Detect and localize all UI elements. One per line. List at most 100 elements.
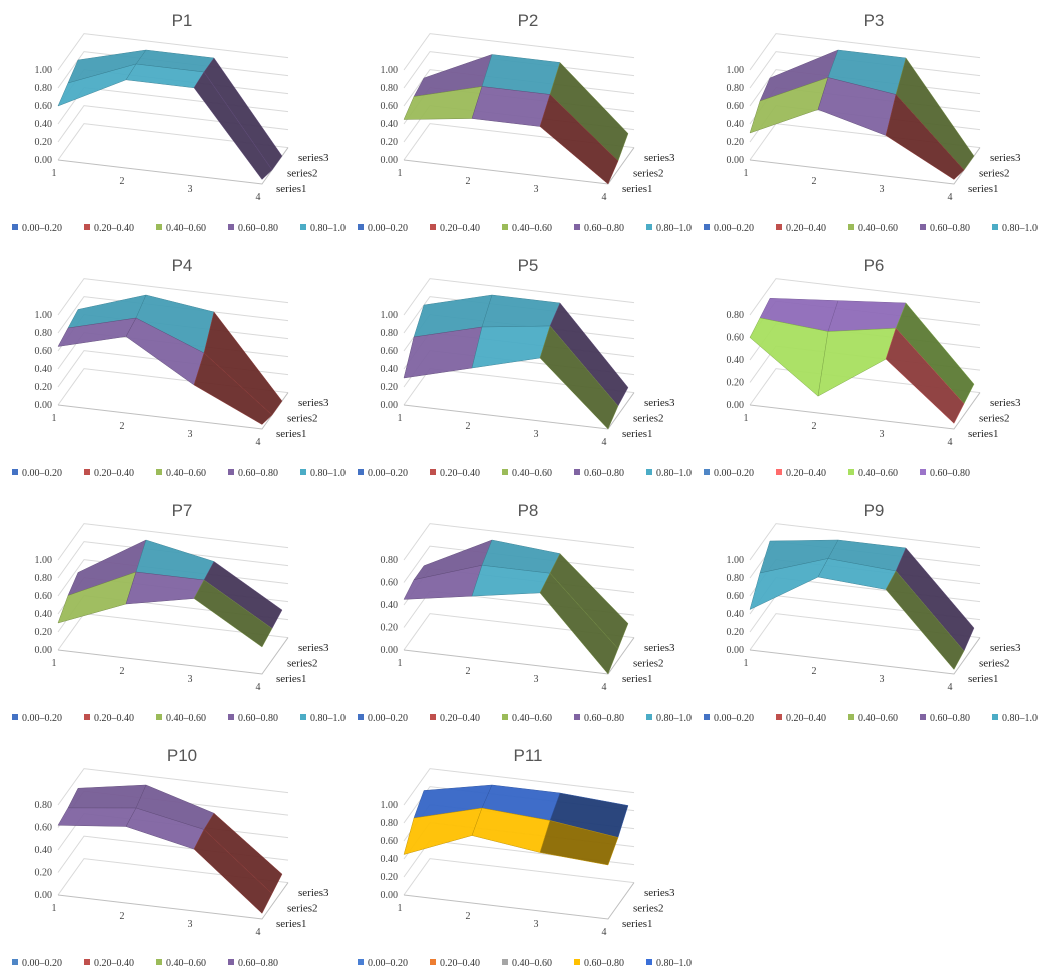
x-tick-label: 3 [880,429,885,440]
legend: 0.00–0.20 0.20–0.40 0.40–0.60 0.60–0.80 0.80… [12,223,346,234]
legend: 0.00–0.20 0.20–0.40 0.40–0.60 0.60–0.80 0.80… [12,468,346,479]
x-tick-label: 1 [744,658,749,669]
legend-swatch [156,469,162,475]
y-tick-label: 0.00 [727,645,745,656]
legend-swatch [848,469,854,475]
y-tick-label: 0.80 [35,800,53,811]
y-tick-label: 0.80 [35,83,53,94]
x-tick-label: 2 [120,666,125,677]
legend-swatch [574,469,580,475]
series-label: series3 [298,887,329,899]
legend-swatch [574,714,580,720]
surface [403,784,629,866]
x-tick-label: 3 [534,429,539,440]
x-tick-label: 1 [744,168,749,179]
gridline [403,33,635,71]
x-tick-label: 2 [466,911,471,922]
y-tick-label: 1.00 [381,310,399,321]
legend-swatch [574,224,580,230]
series-label: series3 [644,397,675,409]
surface-patch [827,300,907,332]
series-label: series3 [990,152,1021,164]
legend-label: 0.00–0.20 [714,468,754,479]
y-tick-label: 0.40 [35,364,53,375]
legend-swatch [84,224,90,230]
surface [403,54,629,185]
series-label: series1 [622,918,653,930]
gridline [403,858,635,896]
chart-title: P7 [172,501,193,520]
legend-swatch [12,714,18,720]
series-label: series2 [287,168,318,180]
gridline [57,768,289,806]
legend-swatch [358,224,364,230]
surface-patch [539,572,619,675]
y-tick-label: 0.80 [381,818,399,829]
y-tick-label: 0.20 [35,868,53,879]
y-tick-label: 0.40 [381,600,399,611]
x-tick-label: 4 [948,437,953,448]
x-tick-label: 2 [120,911,125,922]
y-tick-label: 0.60 [381,346,399,357]
chart-panel-p1: P1 0.00 0.20 0.40 0.60 0.80 1.00 1 2 3 4 series1 ser… [0,0,346,240]
y-tick-label: 0.80 [35,328,53,339]
gridline [57,523,289,561]
y-tick-label: 1.00 [381,65,399,76]
series-label: series3 [298,642,329,654]
legend-swatch [358,959,364,965]
chart-title: P9 [864,501,885,520]
y-tick-label: 0.00 [381,400,399,411]
y-tick-label: 0.00 [35,645,53,656]
series-label: series1 [622,673,653,685]
y-tick-label: 0.80 [381,555,399,566]
chart-panel-p4: P4 0.00 0.20 0.40 0.60 0.80 1.00 1 2 3 4 series1 ser… [0,245,346,485]
y-tick-label: 1.00 [35,310,53,321]
legend: 0.00–0.20 0.20–0.40 0.40–0.60 0.60–0.80 [704,468,970,479]
legend-label: 0.60–0.80 [930,468,970,479]
legend-swatch [84,469,90,475]
y-tick-label: 0.40 [381,119,399,130]
legend-swatch [776,224,782,230]
y-tick-label: 0.60 [727,333,745,344]
legend-swatch [12,469,18,475]
legend-swatch [358,469,364,475]
surface-patch [749,317,829,397]
legend-label: 0.60–0.80 [238,713,278,724]
legend-swatch [920,224,926,230]
legend-label: 0.40–0.60 [858,468,898,479]
chart-title: P11 [514,746,543,765]
surface-patch [539,820,619,866]
x-tick-label: 2 [812,666,817,677]
y-tick-label: 0.60 [727,101,745,112]
x-tick-label: 1 [398,168,403,179]
chart-svg: P4 0.00 0.20 0.40 0.60 0.80 1.00 1 2 3 4 series1 ser… [12,256,346,479]
chart-svg: P1 0.00 0.20 0.40 0.60 0.80 1.00 1 2 3 4 series1 ser… [12,11,346,234]
chart-svg: P2 0.00 0.20 0.40 0.60 0.80 1.00 1 2 3 4 series1 ser… [358,11,692,234]
y-tick-label: 0.80 [35,573,53,584]
chart-panel-p9: P9 0.00 0.20 0.40 0.60 0.80 1.00 1 2 3 4 series1 ser… [692,490,1038,730]
x-tick-label: 4 [256,927,261,938]
chart-svg: P8 0.00 0.20 0.40 0.60 0.80 1 2 3 4 series1 series2… [358,501,692,724]
series-label: series2 [633,658,664,670]
legend-label: 0.40–0.60 [166,958,206,969]
y-tick-label: 0.20 [35,137,53,148]
series-label: series1 [276,428,307,440]
chart-title: P2 [518,11,539,30]
legend-swatch [430,469,436,475]
legend-label: 0.60–0.80 [584,468,624,479]
x-tick-label: 1 [398,903,403,914]
series-label: series1 [622,428,653,440]
x-tick-label: 1 [398,413,403,424]
y-tick-label: 0.20 [727,378,745,389]
surface [57,49,283,180]
x-tick-label: 2 [466,666,471,677]
legend-label: 0.00–0.20 [368,223,408,234]
legend-label: 0.00–0.20 [22,958,62,969]
legend-label: 0.60–0.80 [584,713,624,724]
chart-svg: P3 0.00 0.20 0.40 0.60 0.80 1.00 1 2 3 4 series1 ser… [704,11,1038,234]
legend-label: 0.20–0.40 [94,223,134,234]
surface-patch [57,807,137,827]
chart-panel-p3: P3 0.00 0.20 0.40 0.60 0.80 1.00 1 2 3 4 series1 ser… [692,0,1038,240]
series-label: series2 [979,168,1010,180]
base-axis [57,882,289,920]
